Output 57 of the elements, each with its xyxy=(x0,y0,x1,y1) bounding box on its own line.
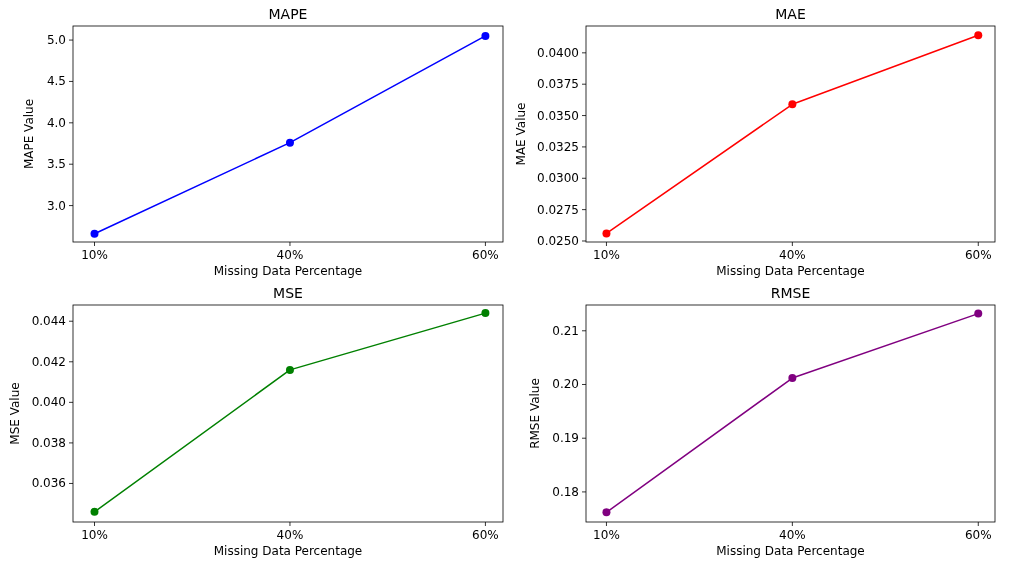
y-tick-label: 4.0 xyxy=(46,115,66,130)
x-tick-label: 40% xyxy=(779,248,806,262)
point xyxy=(481,309,490,318)
x-tick-label: 60% xyxy=(964,248,992,262)
y-tick-label: 0.0400 xyxy=(537,45,579,60)
x-tick-label: 40% xyxy=(276,248,304,262)
y-tick-label: 3.0 xyxy=(46,198,66,213)
y-tick-label: 0.038 xyxy=(31,435,66,450)
y-tick-label: 0.044 xyxy=(31,314,66,329)
x-axis-title: Missing Data Percentage xyxy=(716,264,865,278)
x-axis-title: Missing Data Percentage xyxy=(213,264,363,278)
y-axis-title: MAE Value xyxy=(513,102,528,166)
y-tick-label: 0.19 xyxy=(552,431,579,446)
point xyxy=(90,229,99,238)
y-tick-label: 0.0300 xyxy=(537,171,579,186)
y-tick-label: 0.0325 xyxy=(537,139,579,154)
point xyxy=(285,138,294,147)
chart-title: RMSE xyxy=(770,285,811,301)
y-tick-label: 0.036 xyxy=(31,476,66,491)
point xyxy=(602,508,611,517)
x-tick-label: 40% xyxy=(276,528,304,542)
chart-title: MAE xyxy=(775,6,806,22)
x-tick-label: 10% xyxy=(81,248,108,262)
point xyxy=(285,365,294,374)
chart-title: MSE xyxy=(273,285,303,301)
y-axis-title: MSE Value xyxy=(8,382,22,445)
x-tick-label: 60% xyxy=(472,248,499,262)
y-tick-label: 0.040 xyxy=(31,395,66,410)
x-axis-title: Missing Data Percentage xyxy=(213,544,363,558)
y-tick-label: 4.5 xyxy=(46,74,66,89)
point xyxy=(481,31,490,40)
y-tick-label: 0.0375 xyxy=(537,77,579,92)
point xyxy=(788,374,797,383)
y-tick-label: 3.5 xyxy=(46,157,66,172)
y-tick-label: 0.0250 xyxy=(537,234,579,248)
x-tick-label: 60% xyxy=(472,528,499,542)
y-axis-title: RMSE Value xyxy=(528,378,543,449)
x-axis-title: Missing Data Percentage xyxy=(716,544,865,558)
y-tick-label: 0.042 xyxy=(31,354,66,369)
point xyxy=(602,229,611,238)
chart-title: MAPE xyxy=(268,6,308,22)
y-tick-label: 0.18 xyxy=(552,484,579,499)
y-tick-label: 0.20 xyxy=(552,377,579,392)
y-tick-label: 0.0275 xyxy=(537,202,579,217)
x-tick-label: 10% xyxy=(593,528,620,542)
x-tick-label: 10% xyxy=(593,248,620,262)
y-tick-label: 5.0 xyxy=(46,33,66,48)
x-tick-label: 40% xyxy=(779,528,806,542)
y-axis-title: MAPE Value xyxy=(22,98,37,170)
point xyxy=(788,100,797,109)
y-tick-label: 0.21 xyxy=(552,323,579,338)
y-tick-label: 0.0350 xyxy=(537,108,579,123)
x-tick-label: 60% xyxy=(964,528,992,542)
point xyxy=(974,309,983,318)
x-tick-label: 10% xyxy=(81,528,108,542)
point xyxy=(90,507,99,516)
point xyxy=(974,31,983,40)
